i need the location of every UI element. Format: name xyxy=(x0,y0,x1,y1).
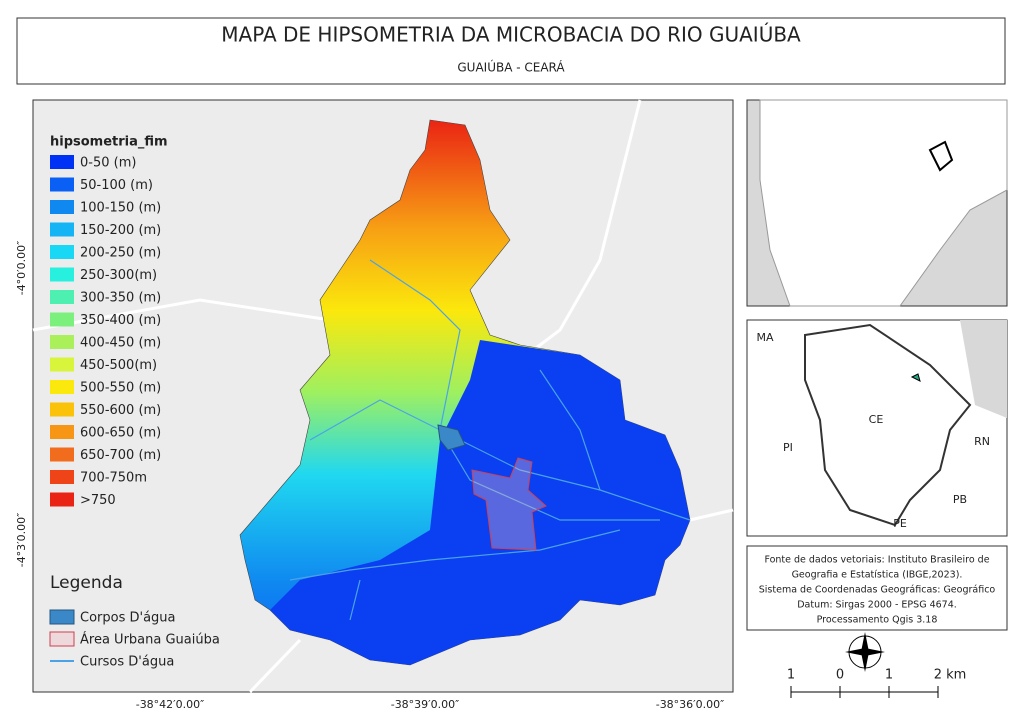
ceara-border xyxy=(804,323,972,527)
legend-label: 500-550 (m) xyxy=(80,381,161,396)
legend-swatch xyxy=(50,245,74,259)
subtitle: GUAIÚBA - CEARÁ xyxy=(457,60,565,75)
region-label: PI xyxy=(783,441,793,454)
urban-area xyxy=(471,457,547,551)
low-basin xyxy=(270,340,690,665)
source-note: Fonte de dados vetoriais: Instituto Bras… xyxy=(759,555,996,626)
source-line: Sistema de Coordenadas Geográficas: Geog… xyxy=(759,585,996,596)
ocean xyxy=(960,320,1007,418)
legend-title: hipsometria_fim xyxy=(50,135,168,150)
legend-swatch xyxy=(50,290,74,304)
lon-label: -38°36′0.00″ xyxy=(656,698,725,711)
inset-labels: MA PI CE RN PB PE xyxy=(756,331,989,530)
legend-label: Corpos D'água xyxy=(80,611,176,626)
legend-swatch xyxy=(50,380,74,394)
legend-label: Área Urbana Guaiúba xyxy=(80,632,220,648)
title: MAPA DE HIPSOMETRIA DA MICROBACIA DO RIO… xyxy=(221,23,801,47)
ceara-outline xyxy=(928,140,954,172)
legend-label: 150-200 (m) xyxy=(80,223,161,238)
legend-label: 450-500(m) xyxy=(80,358,157,373)
legend-swatch xyxy=(50,425,74,439)
source-line: Fonte de dados vetoriais: Instituto Bras… xyxy=(764,555,989,566)
source-box xyxy=(746,545,1008,631)
legend-swatch xyxy=(50,155,74,169)
region-label: CE xyxy=(869,413,884,426)
legend-swatch xyxy=(50,402,74,417)
legend-swatch xyxy=(50,177,74,192)
legend-label: 400-450 (m) xyxy=(80,336,161,351)
legend-swatch xyxy=(49,609,75,625)
legend-swatch xyxy=(50,357,74,372)
legend-swatch xyxy=(50,470,74,484)
lon-label: -38°42′0.00″ xyxy=(136,698,205,711)
legend-label: >750 xyxy=(80,493,116,508)
legend-label: 650-700 (m) xyxy=(80,448,161,463)
legend-swatch xyxy=(50,492,74,507)
lat-label: -4°3′0.00″ xyxy=(15,513,28,568)
title-box xyxy=(16,17,1006,85)
legend-label: 550-600 (m) xyxy=(80,403,161,418)
scale-label: 1 xyxy=(787,668,795,683)
legend-swatch xyxy=(50,200,74,214)
continent xyxy=(759,99,1008,307)
source-line: Datum: Sirgas 2000 - EPSG 4674. xyxy=(797,600,957,611)
source-line: Processamento Qgis 3.18 xyxy=(817,615,938,626)
scale-bar: 1 0 1 2 km xyxy=(787,668,967,698)
legend-label: 250-300(m) xyxy=(80,268,157,283)
source-line: Geografia e Estatística (IBGE,2023). xyxy=(792,570,963,581)
legend-label: 300-350 (m) xyxy=(80,291,161,306)
legend-label: 50-100 (m) xyxy=(80,178,153,193)
legend-label: 200-250 (m) xyxy=(80,246,161,261)
base-roads xyxy=(32,99,734,694)
legend-swatch xyxy=(49,631,75,647)
region-label: PB xyxy=(953,493,967,506)
streams xyxy=(289,259,691,621)
legend-swatch xyxy=(50,335,74,349)
legend-swatch xyxy=(50,447,74,462)
hypsometry-legend: hipsometria_fim 0-50 (m) 50-100 (m) 100-15… xyxy=(50,135,168,508)
water-body xyxy=(437,424,466,451)
legend-label: 100-150 (m) xyxy=(80,201,161,216)
legend-label: Cursos D'água xyxy=(80,655,174,670)
region-label: RN xyxy=(974,435,990,448)
region-label: MA xyxy=(756,331,773,344)
legend-label: 0-50 (m) xyxy=(80,156,136,171)
scale-label: 1 xyxy=(885,668,893,683)
region-label: PE xyxy=(893,517,907,530)
basin-location xyxy=(910,373,921,382)
legend-label: 600-650 (m) xyxy=(80,426,161,441)
legend-swatch xyxy=(50,312,74,327)
scale-label: 0 xyxy=(836,668,844,683)
legend-title: Legenda xyxy=(50,573,123,593)
lon-label: -38°39′0.00″ xyxy=(391,698,460,711)
scale-label: 2 km xyxy=(934,668,967,683)
legend-label: 700-750m xyxy=(80,471,147,486)
legend-swatch xyxy=(50,222,74,237)
legend-swatch xyxy=(50,267,74,282)
coordinate-labels: -4°0′0.00″ -4°3′0.00″ -38°42′0.00″ -38°3… xyxy=(15,241,724,711)
lat-label: -4°0′0.00″ xyxy=(15,241,28,296)
north-arrow xyxy=(845,632,885,672)
legend-label: 350-400 (m) xyxy=(80,313,161,328)
